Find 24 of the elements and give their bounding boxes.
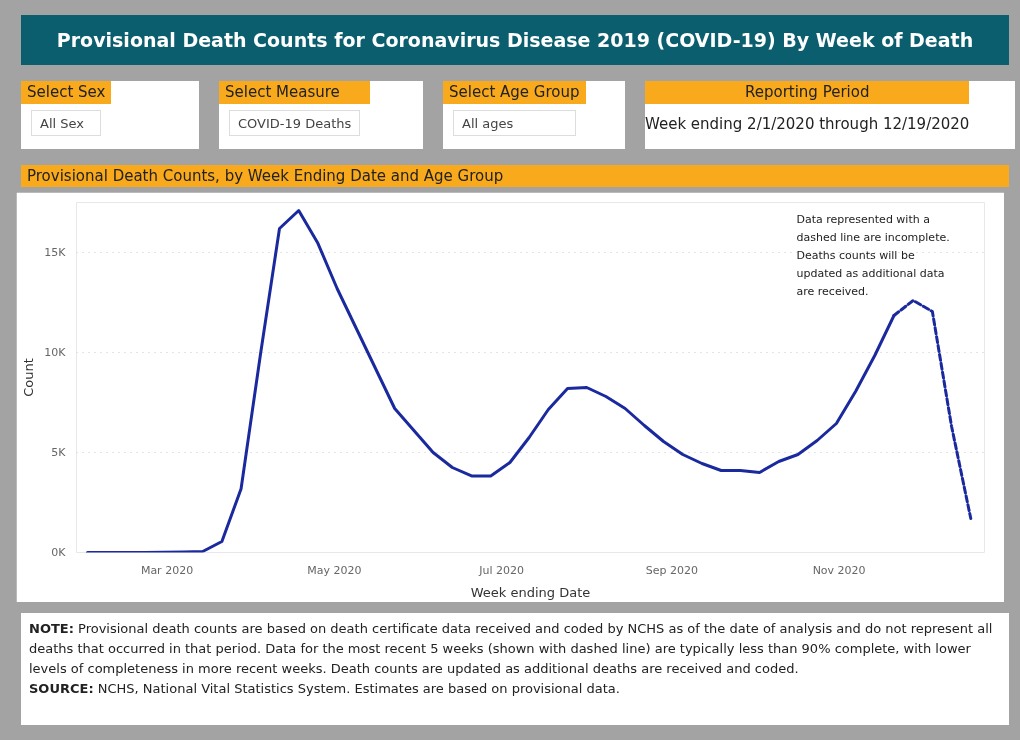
x-tick-label: Sep 2020 — [645, 563, 698, 577]
text: All Sex — [40, 116, 84, 132]
text: All ages — [462, 116, 514, 132]
text: Select Sex — [21, 81, 112, 105]
x-tick-label: Nov 2020 — [812, 563, 866, 577]
chart-title: Provisional Death Counts for Coronavirus Disease 2019 (COVID-19) By Week of Death — [56, 28, 974, 53]
y-axis-title: Count — [21, 358, 37, 397]
y-tick-label: 5K — [51, 446, 67, 459]
y-tick-label: 0K — [51, 546, 67, 559]
text: COVID-19 Deaths — [238, 116, 352, 132]
text: Week ending 2/1/2020 through 12/19/2020 — [645, 114, 970, 136]
annotation: Data represented with a dashed line are incomplete. Deaths counts will be updated as additional data are received. — [796, 212, 950, 298]
x-tick-label: Mar 2020 — [140, 563, 194, 577]
text: Reporting Period — [645, 81, 970, 105]
chart-subtitle: Provisional Death Counts, by Week Ending Date and Age Group — [27, 166, 504, 187]
x-tick-label: May 2020 — [307, 563, 362, 577]
y-tick-label: 15K — [44, 246, 67, 259]
text: Select Measure — [219, 81, 371, 105]
text: NOTE: Provisional death counts are based on death certificate data received and coded by NCHS as of the date of analysis and do not represent all deaths that occurred in that period. Data for the most recent 5 weeks (shown with dashed line) are typically less than 90% complete, with lower levels of completeness in more recent weeks. Death counts are updated as additional deaths are received and coded. — [29, 620, 994, 678]
x-axis-title: Week ending Date — [470, 584, 591, 600]
x-tick-label: Jul 2020 — [478, 563, 525, 577]
y-tick-label: 10K — [44, 346, 67, 359]
text: Select Age Group — [443, 81, 586, 105]
source-note: SOURCE: NCHS, National Vital Statistics System. Estimates are based on provisional data. — [29, 680, 621, 698]
